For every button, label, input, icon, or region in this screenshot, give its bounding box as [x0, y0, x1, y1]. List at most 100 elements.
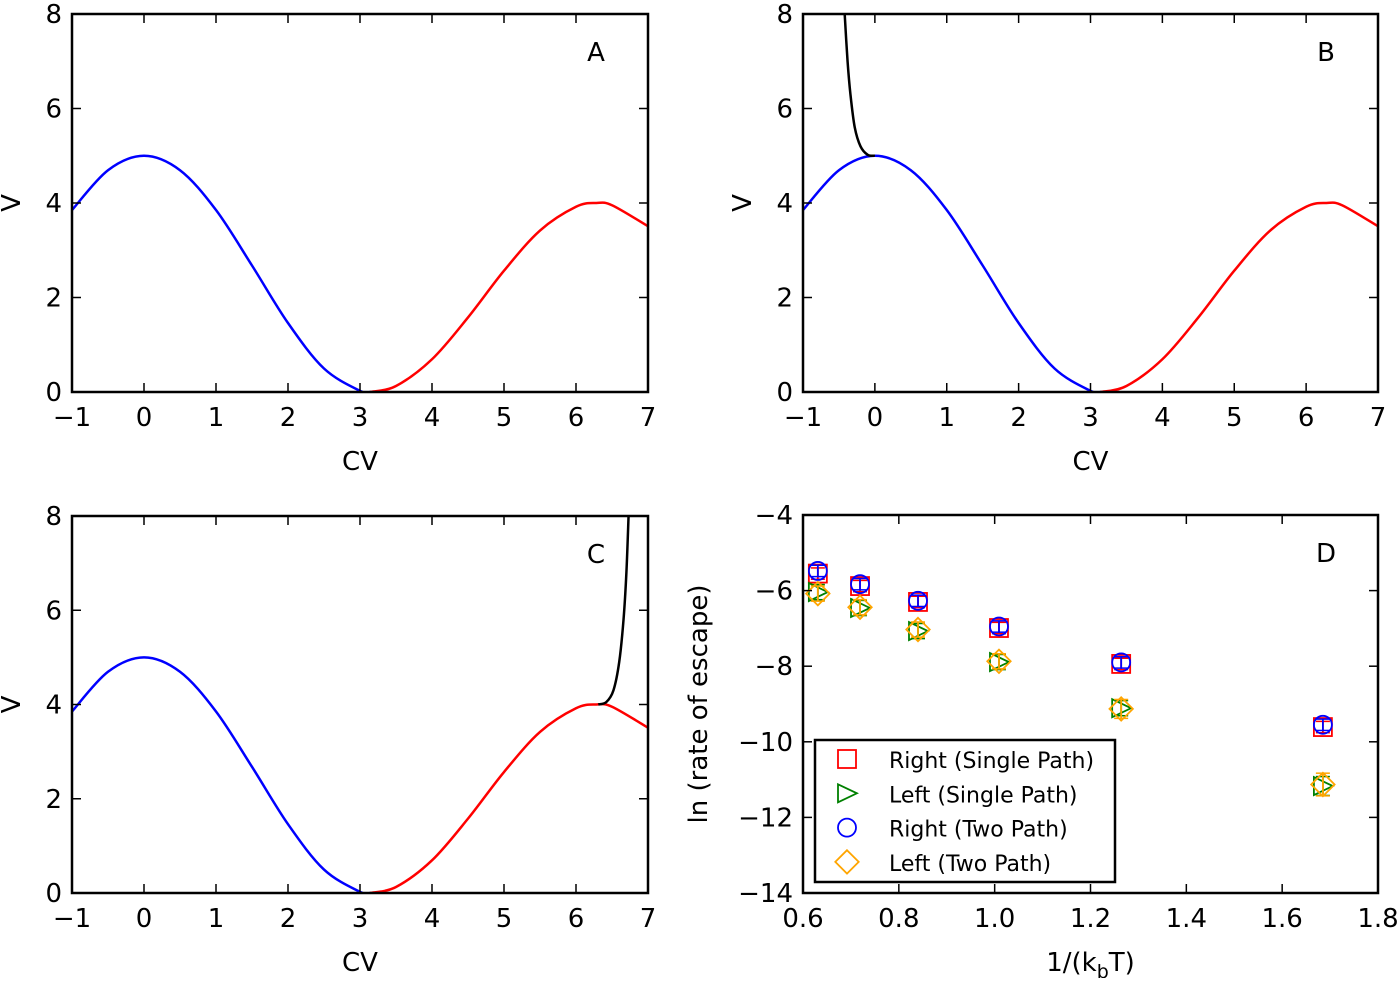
- legend-frame: [813, 738, 1117, 884]
- diamond-marker: [804, 580, 831, 607]
- x-tick-label: 0.8: [878, 904, 919, 934]
- x-tick-label: 1: [208, 904, 225, 934]
- legend-label: Right (Single Path): [889, 749, 1094, 774]
- x-tick-label: 1.2: [1070, 904, 1111, 934]
- circle-marker: [1312, 714, 1333, 735]
- x-tick-label: −1: [784, 403, 822, 433]
- x-tick-label: 6: [1298, 403, 1315, 433]
- x-tick-label: 1.8: [1357, 904, 1398, 934]
- circle-marker: [989, 616, 1009, 637]
- x-tick-label: 4: [424, 904, 441, 934]
- y-tick-label: 6: [45, 596, 62, 626]
- curve-0: [72, 154, 371, 392]
- x-tick-label: 5: [1226, 403, 1243, 433]
- x-tick-label: 0.6: [782, 904, 823, 934]
- circle-marker: [850, 574, 870, 595]
- series-circle: [807, 561, 1333, 735]
- x-axis-label: 1/(kbT): [1046, 948, 1135, 978]
- curve-0: [803, 154, 1101, 392]
- circle-marker: [908, 590, 928, 611]
- x-axis-label-part: 1/(k: [1046, 948, 1097, 978]
- x-axis-label: CV: [342, 948, 378, 978]
- x-tick-label: 3: [352, 904, 369, 934]
- circle-marker: [837, 817, 857, 838]
- x-tick-label: 5: [496, 403, 513, 433]
- x-tick-label: 4: [424, 403, 441, 433]
- y-tick-label: −4: [755, 501, 793, 531]
- y-tick-label: −10: [738, 728, 793, 758]
- y-tick-label: 2: [45, 284, 62, 314]
- y-tick-label: 0: [45, 879, 62, 909]
- x-tick-label: 0: [867, 403, 884, 433]
- diamond-marker: [847, 594, 873, 621]
- y-tick-label: 0: [776, 378, 793, 408]
- panel-label: C: [587, 540, 605, 570]
- panel-D: 0.6 0.8 1.0 1.2 1.4 1.6 1.8 −14 −12 −10 −8 −6 −4 D 1/(…: [684, 501, 1399, 982]
- legend-label: Right (Two Path): [889, 818, 1068, 843]
- x-tick-label: 1.6: [1261, 904, 1302, 934]
- y-tick-label: 2: [45, 785, 62, 815]
- y-tick-label: −8: [755, 652, 793, 682]
- y-tick-label: 8: [45, 502, 62, 532]
- x-tick-label: 3: [352, 403, 369, 433]
- x-axis-label: CV: [342, 447, 378, 477]
- panel-label: B: [1317, 38, 1335, 68]
- diamond-marker: [834, 848, 860, 875]
- square-marker: [837, 749, 857, 769]
- diamond-marker: [1108, 695, 1135, 722]
- plot-area: [804, 561, 1336, 798]
- circle-marker: [807, 561, 828, 581]
- plot-area: [803, 14, 1378, 392]
- circle-marker: [1111, 652, 1132, 673]
- panel-label: A: [587, 38, 605, 68]
- y-tick-label: 6: [45, 95, 62, 125]
- y-tick-label: −14: [738, 879, 793, 909]
- y-tick-label: −12: [738, 803, 793, 833]
- x-tick-label: 0: [136, 904, 153, 934]
- y-tick-label: 4: [776, 189, 793, 219]
- curve-1: [1100, 201, 1378, 392]
- x-tick-label: 2: [280, 904, 297, 934]
- curve-1: [369, 201, 648, 392]
- series-square: [807, 563, 1333, 737]
- axes-frame: [70, 514, 650, 895]
- x-axis-label-part: T): [1108, 948, 1135, 978]
- series-diamond: [804, 580, 1336, 798]
- y-axis-label: V: [728, 194, 758, 212]
- plot-area: [72, 154, 648, 392]
- x-tick-label: 7: [640, 403, 657, 433]
- x-tick-label: 5: [496, 904, 513, 934]
- y-axis-label: V: [0, 194, 27, 212]
- x-tick-label: −1: [53, 904, 91, 934]
- x-axis-label: CV: [1073, 447, 1109, 477]
- x-tick-label: 1.4: [1166, 904, 1207, 934]
- y-tick-label: 0: [45, 378, 62, 408]
- plot-area: [72, 516, 648, 893]
- x-tick-label: 0: [136, 403, 153, 433]
- x-axis-label-subscript: b: [1097, 961, 1109, 978]
- x-tick-label: −1: [53, 403, 91, 433]
- y-tick-label: 4: [45, 189, 62, 219]
- y-tick-label: −6: [755, 577, 793, 607]
- x-tick-label: 3: [1082, 403, 1099, 433]
- diamond-marker: [905, 616, 931, 643]
- x-tick-label: 6: [568, 904, 585, 934]
- curve-2: [843, 14, 876, 158]
- x-tick-label: 1: [938, 403, 955, 433]
- y-tick-label: 6: [776, 95, 793, 125]
- axes-frame: [801, 12, 1380, 394]
- legend-label: Left (Two Path): [889, 852, 1051, 877]
- x-tick-label: 7: [1370, 403, 1387, 433]
- y-tick-label: 8: [776, 0, 793, 30]
- legend-label: Left (Single Path): [889, 783, 1078, 808]
- y-tick-label: 2: [776, 284, 793, 314]
- curve-0: [72, 656, 371, 893]
- panel-label: D: [1316, 539, 1336, 569]
- x-tick-label: 1: [208, 403, 225, 433]
- y-axis-label: V: [0, 695, 27, 713]
- x-tick-label: 6: [568, 403, 585, 433]
- legend: Right (Single Path) Left (Single Path) Rig…: [813, 738, 1117, 884]
